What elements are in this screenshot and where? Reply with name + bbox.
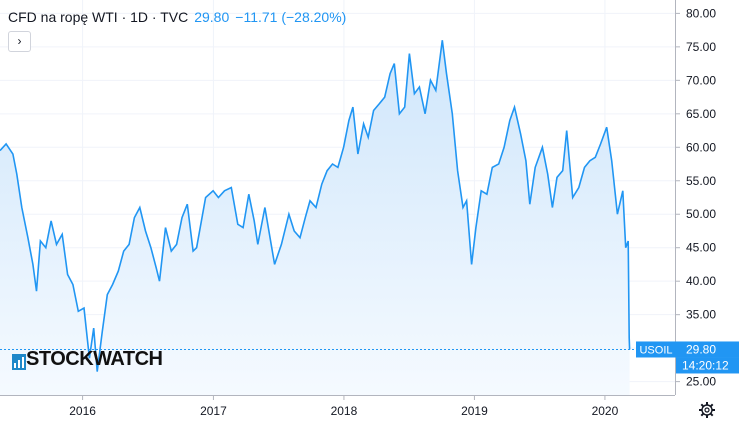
x-tick-label: 2017: [200, 404, 227, 418]
x-tick-label: 2020: [592, 404, 619, 418]
price-change: −11.71 (−28.20%): [235, 9, 347, 25]
chart-bars-icon: [12, 354, 26, 370]
series-line: [0, 40, 631, 372]
x-tick-label: 2018: [331, 404, 358, 418]
y-tick-label: 25.00: [686, 375, 716, 389]
y-tick-label: 60.00: [686, 140, 716, 154]
y-tick-label: 40.00: [686, 274, 716, 288]
y-tick-label: 80.00: [686, 6, 716, 20]
y-tick-label: 65.00: [686, 107, 716, 121]
x-tick-label: 2016: [69, 404, 96, 418]
expand-legend-button[interactable]: ›: [8, 31, 31, 52]
y-tick-label: 35.00: [686, 308, 716, 322]
symbol-title: CFD na ropę WTI · 1D · TVC: [8, 9, 189, 25]
chart-legend: CFD na ropę WTI · 1D · TVC 29.80 −11.71 (−…: [8, 9, 346, 25]
time-axis[interactable]: 2016 2017 2018 2019 2020: [0, 395, 675, 423]
y-tick-label: 75.00: [686, 40, 716, 54]
y-tick-label: 30.00: [686, 341, 716, 355]
y-tick-label: 55.00: [686, 174, 716, 188]
y-tick-label: 45.00: [686, 241, 716, 255]
last-price: 29.80: [194, 9, 230, 25]
y-tick-label: 70.00: [686, 73, 716, 87]
price-axis[interactable]: 80.00 75.00 70.00 65.00 60.00 55.00 50.00 45.00…: [675, 0, 739, 395]
watermark-logo: STOCKWATCH: [26, 348, 163, 370]
x-tick-label: 2019: [461, 404, 488, 418]
y-tick-label: 50.00: [686, 207, 716, 221]
gear-icon[interactable]: [697, 400, 717, 420]
series-area: [0, 40, 630, 395]
